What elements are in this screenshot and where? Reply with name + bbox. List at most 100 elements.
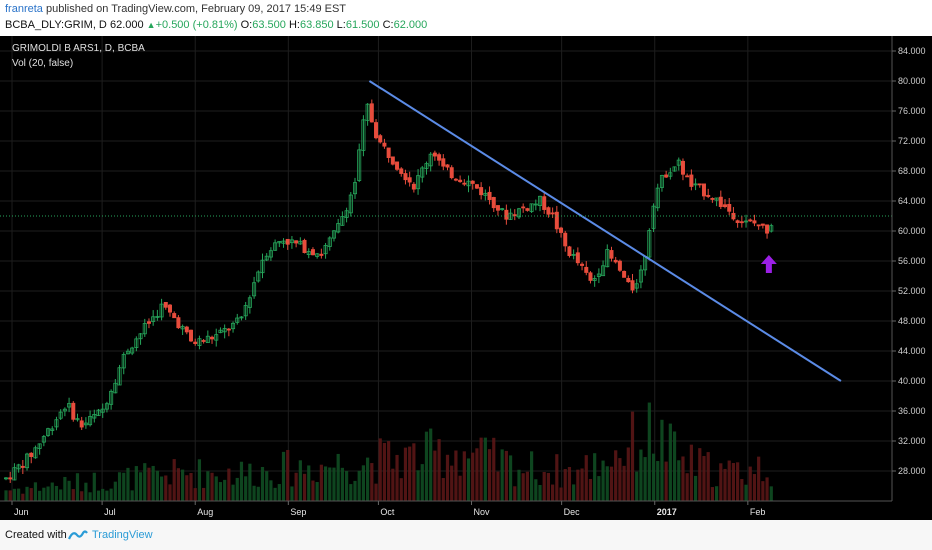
volume-bar xyxy=(298,460,302,501)
volume-bar xyxy=(378,438,382,501)
volume-bar xyxy=(551,484,555,501)
candle-body xyxy=(382,142,387,147)
candle-body xyxy=(365,103,370,121)
volume-bar xyxy=(719,463,723,501)
candle-body xyxy=(268,250,273,258)
volume-bar xyxy=(702,456,706,501)
time-axis[interactable]: Jun Jul Aug Sep Oct Nov Dec 2017 Feb xyxy=(0,500,892,517)
volume-bar xyxy=(534,479,538,501)
volume-bar xyxy=(366,457,370,501)
candle-body xyxy=(651,205,656,229)
volume-bar xyxy=(122,472,126,501)
volume-bar xyxy=(647,402,651,501)
volume-bar xyxy=(748,466,752,501)
candle-body xyxy=(617,260,622,271)
candle-body xyxy=(374,122,379,139)
candle-body xyxy=(470,180,475,184)
volume-bar xyxy=(588,478,593,501)
volume-bar xyxy=(206,471,210,501)
volume-bar xyxy=(181,469,185,501)
volume-bar xyxy=(80,491,84,501)
candle-body xyxy=(689,174,694,187)
candle-body xyxy=(533,203,538,206)
tradingview-logo-icon[interactable] xyxy=(68,528,88,542)
candle-body xyxy=(20,465,25,468)
candle-body xyxy=(155,316,160,318)
candles xyxy=(4,99,774,483)
candle-body xyxy=(4,477,9,480)
y-tick-label: 68.000 xyxy=(898,166,926,176)
volume-bar xyxy=(8,490,12,501)
candle-body xyxy=(260,259,265,274)
candle-body xyxy=(109,390,114,405)
candle-body xyxy=(735,220,740,223)
volume-bar xyxy=(248,463,252,501)
candle-body xyxy=(559,227,564,233)
volume-bar xyxy=(134,466,138,501)
volume-bar xyxy=(357,470,361,501)
candle-body xyxy=(75,418,80,421)
volume-bar xyxy=(164,475,168,501)
volume-bar xyxy=(475,448,479,501)
volume-bar xyxy=(429,428,433,501)
price-change: +0.500 (+0.81%) xyxy=(155,19,238,31)
candle-body xyxy=(252,282,257,297)
volume-bar xyxy=(151,465,155,501)
volume-bar xyxy=(672,431,677,501)
last-price: 62.000 xyxy=(109,19,144,31)
volume-bar xyxy=(189,473,193,501)
candle-body xyxy=(403,173,408,181)
candle-body xyxy=(500,208,505,211)
x-tick-label: Sep xyxy=(290,507,306,517)
volume-bar xyxy=(597,476,601,501)
volume-bar xyxy=(218,482,223,501)
candle-body xyxy=(521,206,526,209)
volume-bar xyxy=(487,449,492,501)
candle-body xyxy=(676,159,681,166)
volume-bar xyxy=(445,454,450,501)
volume-bar xyxy=(277,484,281,501)
volume-bar xyxy=(223,479,227,501)
volume-bar xyxy=(630,411,635,501)
volume-bar xyxy=(605,466,609,501)
candle-body xyxy=(739,221,744,224)
volume-bar xyxy=(269,480,273,501)
price-chart[interactable]: 62.000 28.00032.00036.00040.00044.00048.… xyxy=(0,36,932,520)
volume-bar xyxy=(416,470,420,501)
candle-body xyxy=(378,135,383,143)
volume-bars xyxy=(4,402,773,501)
volume-bar xyxy=(698,448,702,501)
candle-body xyxy=(33,447,38,459)
volume-bar xyxy=(143,463,147,501)
candle-body xyxy=(744,220,749,223)
volume-bar xyxy=(323,466,328,501)
tradingview-brand[interactable]: TradingView xyxy=(92,529,153,541)
candle-body xyxy=(701,183,706,197)
chart-header: franreta published on TradingView.com, F… xyxy=(0,0,932,36)
volume-bar xyxy=(374,483,378,501)
volume-bar xyxy=(660,419,664,501)
candle-body xyxy=(437,154,442,161)
candle-body xyxy=(172,313,177,319)
author-name[interactable]: franreta xyxy=(5,3,43,15)
y-tick-label: 48.000 xyxy=(898,316,926,326)
candle-body xyxy=(46,428,51,436)
volume-bar xyxy=(731,463,736,501)
volume-bar xyxy=(643,457,647,501)
close-value: 62.000 xyxy=(393,19,428,31)
candle-body xyxy=(302,239,307,254)
volume-bar xyxy=(668,423,672,501)
volume-bar xyxy=(626,447,630,501)
volume-bar xyxy=(75,473,80,501)
volume-bar xyxy=(681,456,685,501)
candle-body xyxy=(588,272,593,281)
price-axis[interactable]: 28.000 32.000 36.000 40.000 44.000 48.000 52.0… xyxy=(891,36,932,520)
candle-body xyxy=(575,252,580,264)
volume-bar xyxy=(609,466,614,501)
candle-body xyxy=(113,382,118,394)
candle-body xyxy=(563,232,568,247)
candle-body xyxy=(407,177,412,183)
volume-bar xyxy=(508,455,513,501)
open-value: 63.500 xyxy=(252,19,286,31)
volume-bar xyxy=(614,450,618,501)
